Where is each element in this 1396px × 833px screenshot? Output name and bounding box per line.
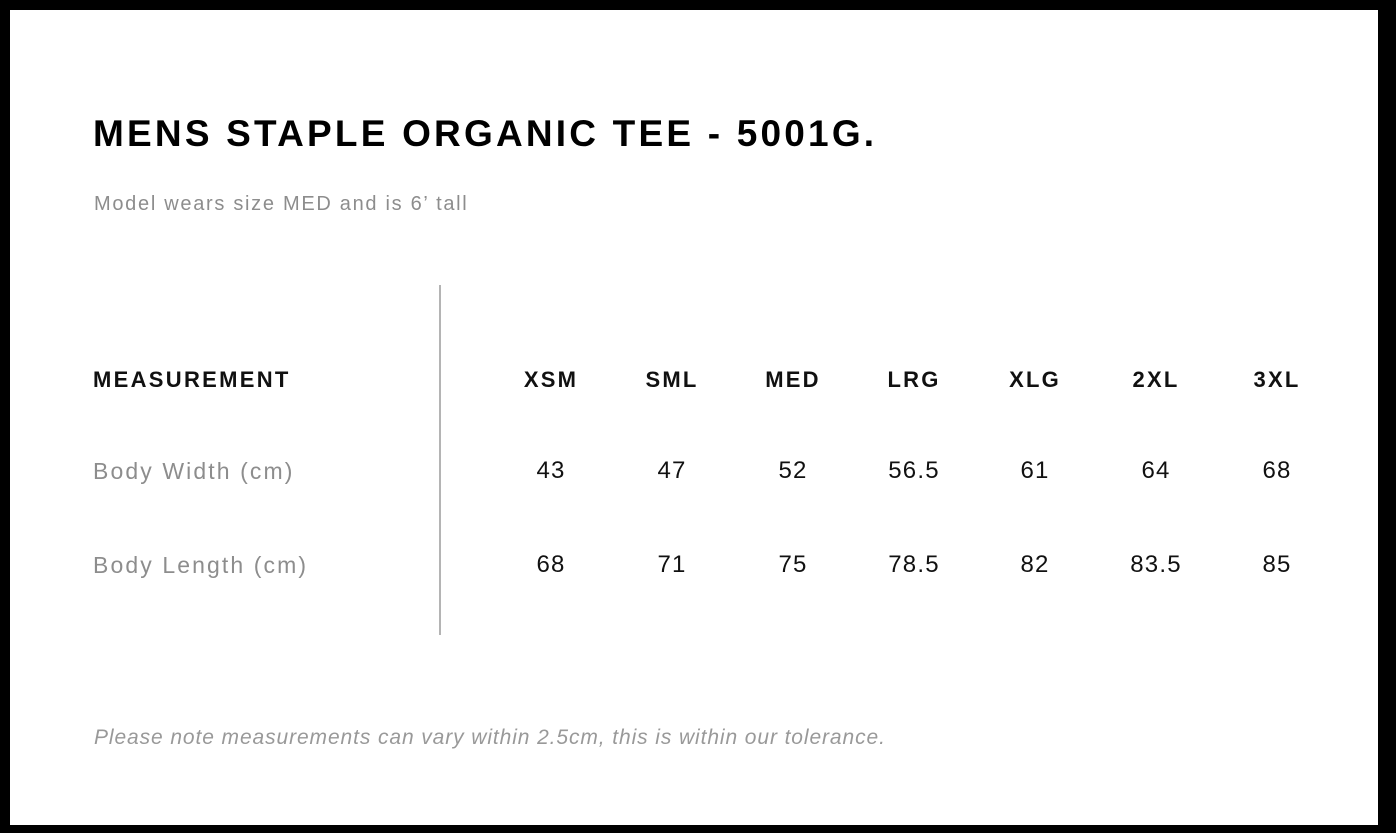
- cell-body-width-2xl: 64: [1141, 457, 1171, 484]
- cell-body-length-lrg: 78.5: [888, 551, 940, 578]
- tolerance-note: Please note measurements can vary within…: [94, 726, 886, 749]
- column-header-3xl: 3XL: [1253, 367, 1301, 392]
- column-header-sml: SML: [645, 367, 699, 392]
- cell-body-width-sml: 47: [657, 457, 687, 484]
- model-note: Model wears size MED and is 6’ tall: [94, 193, 469, 215]
- column-header-xlg: XLG: [1009, 367, 1061, 392]
- row-label-body-width: Body Width (cm): [93, 457, 295, 484]
- cell-body-length-med: 75: [778, 551, 808, 578]
- page-title: MENS STAPLE ORGANIC TEE - 5001G.: [93, 113, 878, 154]
- column-header-med: MED: [765, 367, 821, 392]
- cell-body-width-3xl: 68: [1262, 457, 1292, 484]
- cell-body-length-xlg: 82: [1020, 551, 1050, 578]
- cell-body-length-3xl: 85: [1262, 551, 1292, 578]
- column-header-lrg: LRG: [887, 367, 941, 392]
- column-header-measurement: MEASUREMENT: [93, 367, 291, 392]
- cell-body-width-xlg: 61: [1020, 457, 1050, 484]
- table-column-divider: [439, 285, 441, 635]
- cell-body-width-xsm: 43: [536, 457, 566, 484]
- cell-body-length-sml: 71: [657, 551, 687, 578]
- size-chart-table: MEASUREMENT XSM SML MED LRG XLG 2XL 3XL …: [10, 10, 1378, 825]
- table-header-row: MEASUREMENT XSM SML MED LRG XLG 2XL 3XL: [10, 360, 1378, 400]
- cell-body-length-2xl: 83.5: [1130, 551, 1182, 578]
- row-label-body-length: Body Length (cm): [93, 551, 309, 578]
- cell-body-width-med: 52: [778, 457, 808, 484]
- column-header-2xl: 2XL: [1132, 367, 1180, 392]
- column-header-xsm: XSM: [523, 367, 579, 392]
- size-chart-card: MENS STAPLE ORGANIC TEE - 5001G. Model w…: [10, 10, 1378, 825]
- cell-body-length-xsm: 68: [536, 551, 566, 578]
- cell-body-width-lrg: 56.5: [888, 457, 940, 484]
- table-row: Body Length (cm) 68 71 75 78.5 82 83.5 8…: [10, 545, 1378, 585]
- table-row: Body Width (cm) 43 47 52 56.5 61 64 68: [10, 451, 1378, 491]
